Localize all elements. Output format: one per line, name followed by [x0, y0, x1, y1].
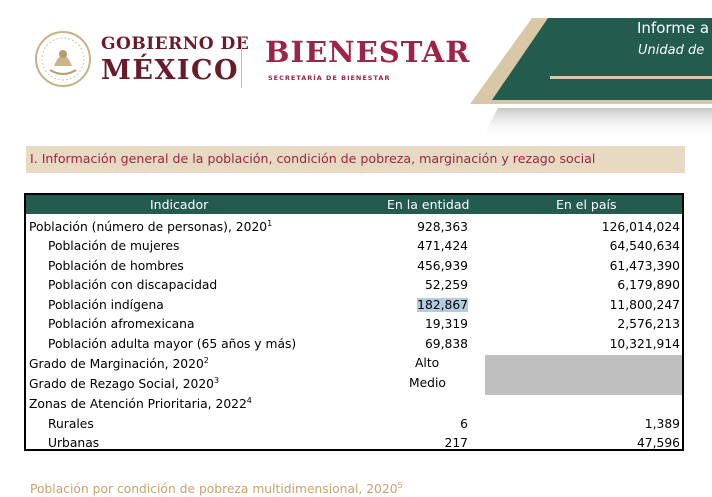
header-banner: [470, 18, 712, 138]
table-row: Población de mujeres 471,424 64,540,634: [26, 237, 682, 257]
table-row: Grado de Marginación, 20202 Alto: [26, 355, 682, 375]
value-pais: 61,473,390: [609, 259, 680, 273]
section-title: I. Información general de la población, …: [30, 151, 596, 166]
banner-subtitle: Unidad de: [638, 43, 705, 58]
value-pais: 1,389: [644, 417, 680, 431]
logo-divider: [241, 36, 242, 88]
row-label: Población (número de personas), 20201: [29, 219, 273, 235]
row-label: Población indígena: [48, 298, 164, 312]
row-label: Rurales: [48, 417, 94, 431]
value-entidad: 6: [460, 417, 468, 431]
row-label: Población de mujeres: [48, 239, 180, 253]
gobierno-mexico-logo: GOBIERNO DE MÉXICO: [101, 34, 250, 86]
table-row: Población afromexicana 19,319 2,576,213: [26, 315, 682, 335]
value-entidad: Alto: [415, 356, 440, 370]
value-entidad: 19,319: [424, 317, 468, 331]
bienestar-logo: BIENESTAR: [265, 35, 471, 69]
indicators-table: Indicador En la entidad En el país Pobla…: [24, 193, 684, 451]
banner-title: Informe a: [637, 19, 710, 37]
row-label: Urbanas: [48, 436, 100, 450]
value-entidad: Medio: [409, 376, 446, 390]
table-row: Población indígena 182,867 11,800,247: [26, 296, 682, 316]
value-entidad: 456,939: [417, 259, 468, 273]
row-label: Población afromexicana: [48, 317, 195, 331]
section-title-bar: [26, 146, 685, 173]
value-pais: 126,014,024: [601, 220, 680, 234]
page-header: GOBIERNO DE MÉXICO BIENESTAR SECRETARÍA …: [0, 0, 712, 140]
table-row: Grado de Rezago Social, 20203 Medio: [26, 375, 682, 395]
value-pais: 11,800,247: [609, 298, 680, 312]
value-pais: 2,576,213: [617, 317, 680, 331]
row-label: Población de hombres: [48, 259, 184, 273]
row-label: Grado de Marginación, 20202: [29, 356, 209, 372]
value-pais: 6,179,890: [617, 278, 680, 292]
value-entidad: 217: [444, 436, 468, 450]
value-entidad-selected[interactable]: 182,867: [417, 298, 468, 312]
value-pais: 10,321,914: [609, 337, 680, 351]
row-label: Zonas de Atención Prioritaria, 20224: [29, 396, 252, 412]
header-entidad: En la entidad: [387, 197, 470, 212]
value-entidad: 69,838: [424, 337, 468, 351]
table-row: Población con discapacidad 52,259 6,179,…: [26, 276, 682, 296]
gob-line1: GOBIERNO DE: [101, 34, 250, 54]
table-row: Población (número de personas), 20201 92…: [26, 218, 682, 238]
next-section-title: Población por condición de pobreza multi…: [30, 481, 403, 497]
value-pais: 64,540,634: [609, 239, 680, 253]
row-label: Población con discapacidad: [48, 278, 218, 292]
value-entidad: 471,424: [417, 239, 468, 253]
table-row: Urbanas 217 47,596: [26, 434, 682, 454]
header-pais: En el país: [556, 197, 617, 212]
value-entidad: 928,363: [417, 220, 468, 234]
value-entidad: 52,259: [424, 278, 468, 292]
table-header: Indicador En la entidad En el país: [26, 195, 682, 214]
table-row: Zonas de Atención Prioritaria, 20224: [26, 395, 682, 415]
table-row: Rurales 6 1,389: [26, 415, 682, 435]
row-label: Grado de Rezago Social, 20203: [29, 376, 220, 392]
empty-cell-shade: [485, 355, 682, 395]
bienestar-subtitle: SECRETARÍA DE BIENESTAR: [268, 74, 391, 82]
gob-line2: MÉXICO: [101, 55, 240, 86]
table-row: Población adulta mayor (65 años y más) 6…: [26, 335, 682, 355]
value-pais: 47,596: [636, 436, 680, 450]
row-label: Población adulta mayor (65 años y más): [48, 337, 297, 351]
header-indicador: Indicador: [150, 197, 209, 212]
table-row: Población de hombres 456,939 61,473,390: [26, 257, 682, 277]
mexico-seal-icon: [35, 31, 91, 87]
